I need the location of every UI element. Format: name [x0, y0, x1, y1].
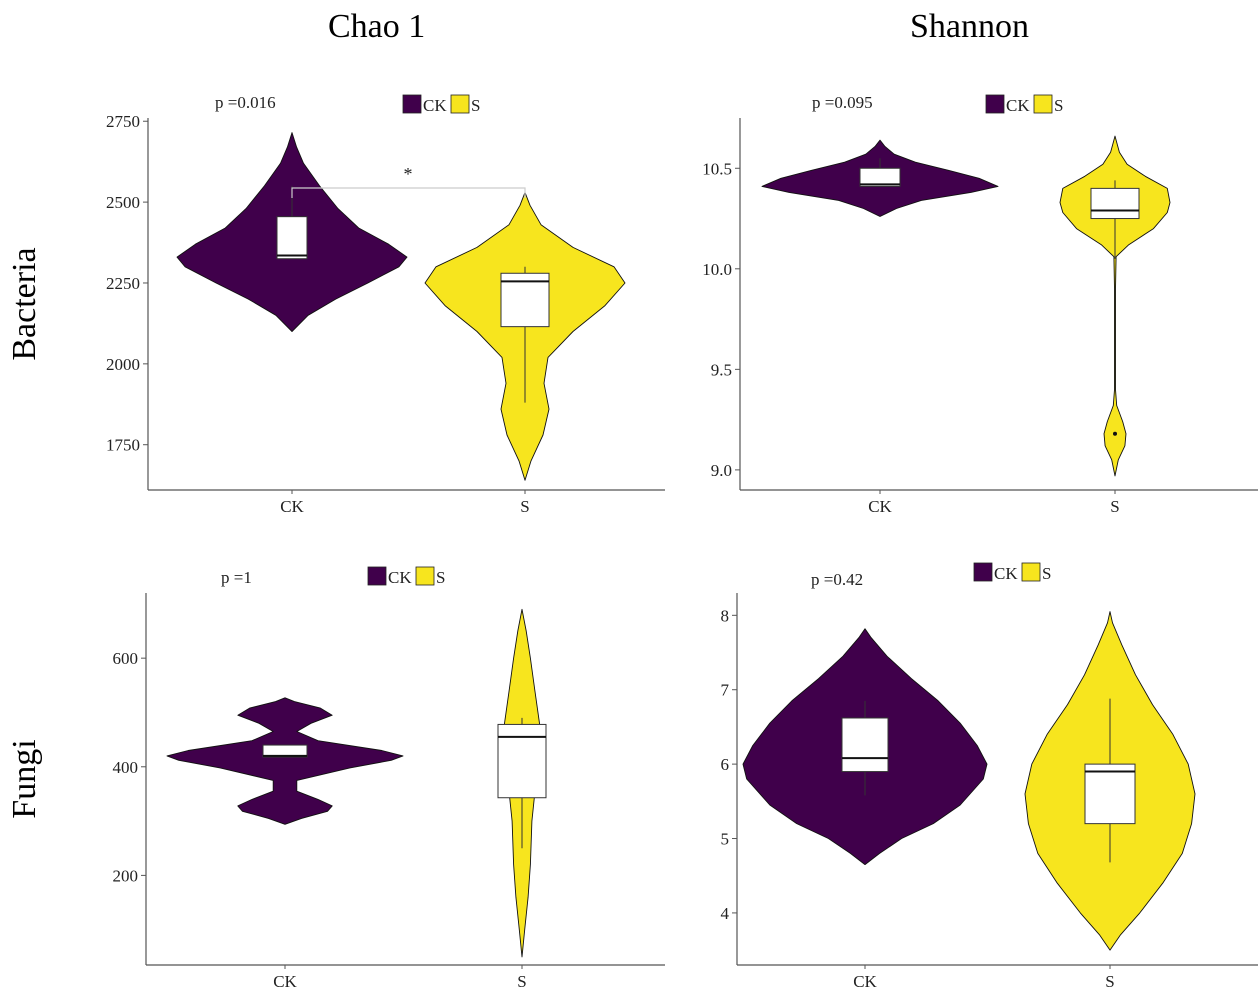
- legend-label-ck: CK: [423, 96, 447, 115]
- box-s: [1084, 763, 1136, 825]
- box-ck: [276, 216, 308, 260]
- legend-label-s: S: [471, 96, 480, 115]
- violin-s: [1059, 135, 1171, 477]
- y-tick-label: 8: [721, 606, 730, 625]
- y-tick-label: 2500: [106, 193, 140, 212]
- y-tick-label: 10.5: [702, 159, 732, 178]
- p-value-label: p =0.016: [215, 93, 276, 112]
- box-s: [1090, 187, 1140, 220]
- p-value-label: p =0.095: [812, 93, 873, 112]
- legend-swatch-s: [1033, 94, 1053, 114]
- p-value-label: p =0.42: [811, 570, 863, 589]
- p-value-label: p =1: [221, 568, 252, 587]
- outlier-point: [1113, 431, 1117, 436]
- y-tick-label: 200: [113, 866, 139, 885]
- legend-swatch-ck: [402, 94, 422, 114]
- legend-label-s: S: [1042, 564, 1051, 583]
- y-tick-label: 1750: [106, 436, 140, 455]
- y-tick-label: 2000: [106, 355, 140, 374]
- y-tick-label: 2750: [106, 112, 140, 131]
- x-tick-label-s: S: [1105, 972, 1114, 991]
- y-tick-label: 10.0: [702, 260, 732, 279]
- column-title-chao1: Chao 1: [328, 8, 426, 45]
- box-ck: [859, 167, 901, 187]
- y-tick-label: 600: [113, 649, 139, 668]
- legend-label-ck: CK: [388, 568, 412, 587]
- legend-label-ck: CK: [1006, 96, 1030, 115]
- x-tick-label-ck: CK: [853, 972, 877, 991]
- x-tick-label-ck: CK: [273, 972, 297, 991]
- legend-label-s: S: [1054, 96, 1063, 115]
- significance-star: *: [404, 164, 413, 184]
- x-tick-label-s: S: [517, 972, 526, 991]
- y-tick-label: 400: [113, 758, 139, 777]
- legend-swatch-s: [450, 94, 470, 114]
- y-tick-label: 6: [721, 755, 730, 774]
- box-s: [497, 723, 547, 799]
- box-ck: [841, 717, 889, 773]
- y-tick-label: 7: [721, 681, 730, 700]
- x-tick-label-ck: CK: [868, 497, 892, 516]
- significance-bracket: [291, 187, 526, 198]
- column-title-shannon: Shannon: [910, 8, 1029, 45]
- violin-ck: [166, 697, 404, 825]
- legend-label-s: S: [436, 568, 445, 587]
- y-tick-label: 2250: [106, 274, 140, 293]
- x-tick-label-s: S: [1110, 497, 1119, 516]
- legend-swatch-s: [1021, 562, 1041, 582]
- y-tick-label: 4: [721, 904, 730, 923]
- y-tick-label: 5: [721, 830, 730, 849]
- x-tick-label-s: S: [520, 497, 529, 516]
- legend-swatch-s: [415, 566, 435, 586]
- legend-swatch-ck: [367, 566, 387, 586]
- y-tick-label: 9.0: [711, 461, 732, 480]
- x-tick-label-ck: CK: [280, 497, 304, 516]
- y-tick-label: 9.5: [711, 360, 732, 379]
- legend-swatch-ck: [973, 562, 993, 582]
- legend-label-ck: CK: [994, 564, 1018, 583]
- box-ck: [262, 744, 308, 758]
- legend-swatch-ck: [985, 94, 1005, 114]
